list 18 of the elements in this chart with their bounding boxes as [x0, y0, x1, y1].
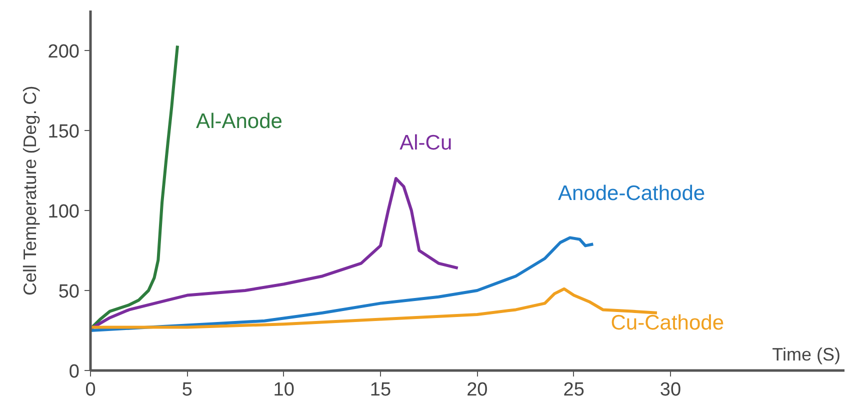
x-axis-title: Time (S) [772, 344, 840, 364]
series-label: Al-Anode [196, 110, 282, 133]
x-tick-label: 20 [466, 380, 488, 400]
x-tick-label: 5 [182, 380, 192, 400]
y-tick-label: 50 [58, 282, 80, 302]
y-tick-label: 0 [68, 362, 80, 382]
y-tick-label: 100 [48, 202, 80, 222]
x-tick-label: 0 [85, 380, 96, 400]
x-tick-label: 10 [273, 380, 294, 400]
y-tick-label: 200 [48, 42, 80, 62]
x-tick-label: 30 [660, 380, 682, 400]
x-tick-label: 25 [563, 380, 584, 400]
series-label: Al-Cu [400, 132, 452, 154]
series-label: Anode-Cathode [558, 182, 706, 205]
y-tick-label: 150 [48, 122, 80, 142]
x-tick-label: 15 [370, 380, 392, 400]
series-label: Cu-Cathode [610, 312, 724, 334]
y-axis-title: Cell Temperature (Deg. C) [20, 86, 40, 296]
